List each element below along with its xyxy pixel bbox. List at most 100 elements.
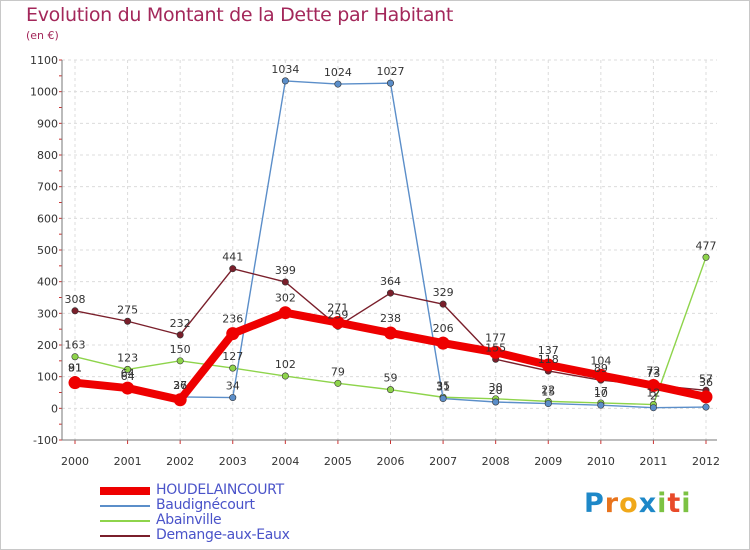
data-label-abainville: 22: [541, 383, 555, 396]
data-label-demange-aux-eaux: 364: [380, 275, 401, 288]
data-point-demange-aux-eaux: [386, 289, 394, 297]
legend-label-demange-aux-eaux: Demange-aux-Eaux: [156, 527, 290, 543]
legend-swatch-abainville: [100, 520, 150, 522]
x-tick-label: 2004: [271, 455, 299, 468]
logo-letter: i: [657, 488, 668, 519]
y-tick-label: 100: [37, 371, 58, 384]
data-label-demange-aux-eaux: 57: [699, 372, 713, 385]
data-label-baudignecourt: 91: [68, 362, 82, 375]
y-tick-label: 700: [37, 181, 58, 194]
data-point-houdelaincourt: [646, 379, 660, 393]
y-tick-label: 400: [37, 276, 58, 289]
legend-swatch-houdelaincourt: [100, 487, 150, 495]
data-label-abainville: 163: [65, 339, 86, 352]
data-point-abainville: [386, 386, 394, 394]
data-label-abainville: 123: [117, 351, 138, 364]
data-label-abainville: 12: [646, 387, 660, 400]
data-label-houdelaincourt: 236: [222, 313, 243, 326]
y-tick-label: 1000: [30, 86, 58, 99]
logo-letter: x: [638, 488, 658, 519]
x-tick-label: 2006: [377, 455, 405, 468]
y-tick-label: 1100: [30, 54, 58, 67]
data-label-baudignecourt: 10: [594, 387, 608, 400]
y-tick-label: 600: [37, 212, 58, 225]
y-tick-label: 500: [37, 244, 58, 257]
x-tick-label: 2003: [219, 455, 247, 468]
data-point-baudignecourt: [702, 403, 710, 411]
data-label-demange-aux-eaux: 441: [222, 251, 243, 264]
data-label-abainville: 79: [331, 365, 345, 378]
data-point-abainville: [702, 253, 710, 261]
data-point-demange-aux-eaux: [124, 317, 132, 325]
data-label-abainville: 35: [436, 379, 450, 392]
data-label-baudignecourt: 1034: [271, 63, 299, 76]
data-point-houdelaincourt: [436, 336, 450, 350]
data-label-houdelaincourt: 137: [538, 344, 559, 357]
y-tick-label: 800: [37, 149, 58, 162]
data-label-demange-aux-eaux: 259: [327, 308, 348, 321]
logo-letter: t: [667, 488, 682, 519]
y-tick-label: 200: [37, 339, 58, 352]
x-tick-label: 2001: [114, 455, 142, 468]
data-point-abainville: [229, 364, 237, 372]
data-label-demange-aux-eaux: 118: [538, 353, 559, 366]
data-label-demange-aux-eaux: 399: [275, 264, 296, 277]
legend-label-baudignecourt: Baudignécourt: [156, 497, 255, 513]
data-label-abainville: 102: [275, 358, 296, 371]
x-tick-label: 2008: [482, 455, 510, 468]
data-label-houdelaincourt: 104: [590, 354, 611, 367]
y-tick-label: 900: [37, 117, 58, 130]
data-point-baudignecourt: [229, 394, 237, 402]
data-label-demange-aux-eaux: 329: [433, 286, 454, 299]
data-label-baudignecourt: 15: [541, 386, 555, 399]
x-tick-label: 2007: [429, 455, 457, 468]
x-tick-label: 2000: [61, 455, 89, 468]
data-point-baudignecourt: [597, 401, 605, 409]
data-label-abainville: 150: [170, 343, 191, 356]
data-point-houdelaincourt: [68, 376, 82, 390]
data-label-baudignecourt: 1024: [324, 66, 352, 79]
data-label-baudignecourt: 36: [173, 379, 187, 392]
data-point-houdelaincourt: [278, 306, 292, 320]
data-point-demange-aux-eaux: [439, 300, 447, 308]
data-label-baudignecourt: 34: [226, 380, 240, 393]
data-label-demange-aux-eaux: 89: [594, 362, 608, 375]
data-label-houdelaincourt: 238: [380, 312, 401, 325]
data-label-demange-aux-eaux: 73: [646, 367, 660, 380]
data-point-baudignecourt: [386, 79, 394, 87]
data-label-abainville: 477: [696, 239, 717, 252]
data-label-abainville: 30: [489, 381, 503, 394]
data-point-houdelaincourt: [699, 390, 713, 404]
data-point-baudignecourt: [439, 395, 447, 403]
data-label-houdelaincourt: 271: [327, 302, 348, 315]
data-label-houdelaincourt: 72: [646, 365, 660, 378]
data-point-baudignecourt: [544, 400, 552, 408]
data-label-abainville: 59: [384, 372, 398, 385]
data-point-baudignecourt: [649, 404, 657, 412]
data-label-houdelaincourt: 206: [433, 322, 454, 335]
data-point-houdelaincourt: [121, 381, 135, 395]
x-tick-label: 2002: [166, 455, 194, 468]
legend-label-abainville: Abainville: [156, 512, 222, 528]
data-label-houdelaincourt: 64: [121, 367, 135, 380]
data-point-abainville: [71, 353, 79, 361]
data-point-houdelaincourt: [541, 358, 555, 372]
data-label-houdelaincourt: 81: [68, 362, 82, 375]
x-tick-label: 2009: [534, 455, 562, 468]
logo-letter: r: [604, 488, 620, 519]
data-point-demange-aux-eaux: [229, 265, 237, 273]
logo-letter: P: [584, 488, 605, 519]
data-point-demange-aux-eaux: [176, 331, 184, 339]
logo-letter: o: [619, 488, 639, 519]
data-point-baudignecourt: [492, 398, 500, 406]
x-tick-label: 2012: [692, 455, 720, 468]
data-point-houdelaincourt: [226, 327, 240, 341]
data-label-houdelaincourt: 36: [699, 376, 713, 389]
data-point-houdelaincourt: [331, 316, 345, 330]
data-label-demange-aux-eaux: 308: [65, 293, 86, 306]
chart-unit: (en €): [26, 29, 59, 42]
y-tick-label: 300: [37, 307, 58, 320]
data-point-demange-aux-eaux: [281, 278, 289, 286]
data-point-demange-aux-eaux: [71, 307, 79, 315]
legend-label-houdelaincourt: HOUDELAINCOURT: [156, 482, 284, 498]
